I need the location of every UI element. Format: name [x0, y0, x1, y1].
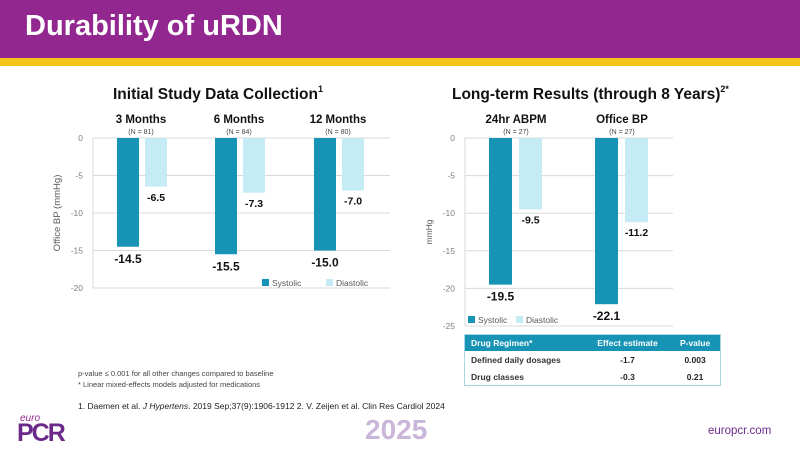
- legend-label-systolic: Systolic: [272, 278, 302, 288]
- table-header-p-value: P-value: [670, 334, 721, 351]
- data-label: -7.3: [245, 198, 263, 210]
- y-axis-label: Office BP (mmHg): [52, 175, 63, 252]
- data-label: -15.5: [212, 259, 240, 273]
- legend-label-systolic: Systolic: [478, 315, 508, 325]
- category-label: 6 Months: [214, 114, 264, 126]
- slide-title: Durability of uRDN: [25, 10, 283, 42]
- y-tick-label: -20: [71, 283, 84, 293]
- europcr-logo-small: euro: [20, 413, 41, 424]
- table-header-effect-estimate: Effect estimate: [584, 334, 671, 351]
- reference-journal: J Hypertens: [142, 401, 189, 411]
- data-label: -14.5: [114, 252, 142, 266]
- data-label: -15.0: [311, 256, 339, 270]
- category-n-label: (N = 81): [128, 129, 153, 136]
- table-cell-effect: -0.3: [620, 371, 635, 382]
- website-link[interactable]: europcr.com: [708, 425, 772, 437]
- data-label: -22.1: [593, 309, 621, 323]
- legend-swatch-systolic: [468, 316, 475, 323]
- reference-prefix: 1. Daemen et al.: [78, 401, 143, 411]
- y-tick-label: -20: [443, 283, 456, 293]
- table-cell-pvalue: 0.003: [684, 354, 706, 365]
- bar-diastolic: [145, 138, 167, 187]
- y-tick-label: 0: [450, 133, 455, 143]
- bar-diastolic: [342, 138, 364, 191]
- category-n-label: (N = 80): [325, 129, 350, 136]
- y-axis-label: mmHg: [424, 219, 434, 244]
- table-cell-pvalue: 0.21: [686, 371, 704, 382]
- table-cell-regimen: Drug classes: [471, 371, 524, 382]
- y-tick-label: -25: [443, 321, 456, 331]
- header-accent-bar: [0, 58, 800, 66]
- right-chart-title-sup: 2*: [720, 84, 729, 94]
- table-row: Defined daily dosages -1.7 0.003: [465, 351, 721, 368]
- y-tick-label: 0: [78, 133, 83, 143]
- footnote-pvalue: p-value ≤ 0.001 for all other changes co…: [78, 369, 274, 378]
- bar-systolic: [314, 138, 336, 251]
- bar-diastolic: [625, 138, 648, 223]
- category-label: 3 Months: [116, 114, 166, 126]
- bar-systolic: [489, 138, 512, 285]
- footnote-asterisk: * Linear mixed-effects models adjusted f…: [78, 380, 261, 389]
- left-chart-title: Initial Study Data Collection1: [113, 84, 323, 104]
- europcr-logo: PCR: [17, 419, 66, 447]
- legend-label-diastolic: Diastolic: [526, 315, 559, 325]
- y-tick-label: -5: [447, 171, 455, 181]
- table-header-row: Drug Regimen* Effect estimate P-value: [464, 334, 721, 351]
- y-tick-label: -10: [443, 208, 456, 218]
- bar-systolic: [117, 138, 139, 247]
- category-label: 12 Months: [310, 114, 367, 126]
- bar-diastolic: [519, 138, 542, 210]
- table-cell-effect: -1.7: [620, 354, 635, 365]
- table-cell-regimen: Defined daily dosages: [471, 354, 561, 365]
- bar-systolic: [595, 138, 618, 305]
- right-chart-title: Long-term Results (through 8 Years)2*: [452, 84, 729, 104]
- right-chart-title-text: Long-term Results (through 8 Years): [452, 86, 721, 103]
- category-label: 24hr ABPM: [486, 114, 547, 126]
- y-tick-label: -15: [71, 246, 84, 256]
- data-label: -9.5: [521, 214, 539, 226]
- left-chart-title-text: Initial Study Data Collection: [113, 86, 318, 103]
- category-n-label: (N = 27): [503, 129, 528, 136]
- legend-swatch-systolic: [262, 279, 269, 286]
- data-label: -6.5: [147, 192, 165, 204]
- legend-swatch-diastolic: [516, 316, 523, 323]
- references: 1. Daemen et al. J Hypertens. 2019 Sep;3…: [78, 401, 445, 411]
- bar-systolic: [215, 138, 237, 255]
- legend-label-diastolic: Diastolic: [336, 278, 369, 288]
- data-label: -19.5: [487, 290, 515, 304]
- event-year: 2025: [365, 414, 428, 445]
- y-tick-label: -15: [443, 246, 456, 256]
- left-chart-title-sup: 1: [317, 84, 323, 94]
- table-header-drug-regimen: Drug Regimen*: [464, 334, 585, 351]
- y-tick-label: -5: [75, 171, 83, 181]
- drug-regimen-table: Drug Regimen* Effect estimate P-value De…: [464, 334, 721, 386]
- category-n-label: (N = 27): [609, 129, 634, 136]
- reference-suffix: . 2019 Sep;37(9):1906-1912 2. V. Zeijen …: [188, 401, 445, 411]
- category-label: Office BP: [596, 114, 648, 126]
- legend-swatch-diastolic: [326, 279, 333, 286]
- table-row: Drug classes -0.3 0.21: [465, 368, 721, 386]
- category-n-label: (N = 84): [226, 129, 251, 136]
- data-label: -7.0: [344, 196, 362, 208]
- y-tick-label: -10: [71, 208, 84, 218]
- header-banner: [0, 0, 800, 58]
- bar-diastolic: [243, 138, 265, 193]
- data-label: -11.2: [625, 227, 649, 239]
